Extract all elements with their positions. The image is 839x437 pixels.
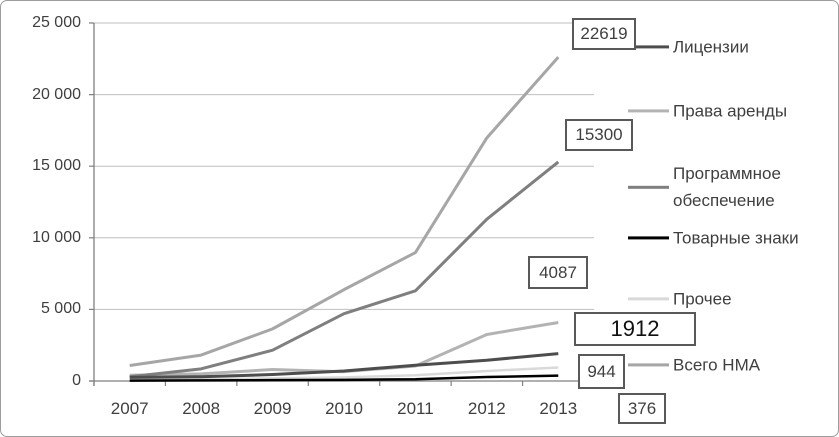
legend-label: Лицензии (673, 37, 749, 57)
x-tick-label: 2010 (325, 399, 363, 418)
legend-item-6: Всего НМА (628, 351, 760, 378)
value-callout-944: 944 (578, 354, 625, 389)
legend-line-swatch (628, 185, 669, 189)
legend-item-2: Права аренды (628, 97, 787, 124)
value-callout-15300: 15300 (565, 119, 633, 151)
x-tick-label: 2012 (467, 399, 506, 418)
legend-item-5: Прочее (628, 285, 732, 312)
legend-line-swatch (628, 109, 669, 113)
legend-item-4: Товарные знаки (628, 224, 799, 251)
value-callout-1912: 1912 (574, 312, 696, 346)
x-tick-label: 2013 (539, 399, 578, 418)
y-tick-label: 25 000 (32, 14, 81, 31)
legend-line-swatch (628, 236, 669, 240)
value-callout-4087: 4087 (528, 256, 588, 289)
series-line-1 (129, 352, 559, 379)
legend-item-3: Программное обеспечение (628, 160, 823, 214)
legend-line-swatch (628, 363, 669, 367)
series-line-6 (129, 56, 560, 368)
x-tick-label: 2008 (182, 399, 221, 418)
y-tick-label: 20 000 (32, 85, 81, 103)
y-tick-label: 10 000 (32, 228, 81, 246)
x-tick-label: 2009 (253, 399, 292, 418)
value-callout-376: 376 (618, 393, 666, 424)
legend-label: Всего НМА (673, 355, 761, 375)
legend-label: Прочее (673, 289, 732, 309)
series-line-3 (129, 160, 560, 379)
series-line-2 (129, 320, 559, 377)
legend-label: Права аренды (673, 101, 788, 121)
y-tick-label: 15 000 (32, 157, 81, 175)
legend-label: Программное обеспечение (673, 163, 781, 210)
legend-item-1: Лицензии (628, 33, 749, 60)
y-tick-label: 5 000 (40, 300, 81, 318)
x-tick-label: 2011 (397, 399, 434, 418)
legend-line-swatch (628, 297, 669, 301)
legend-label: Товарные знаки (673, 228, 799, 248)
legend-line-swatch (628, 45, 669, 49)
y-tick-label: 0 (72, 372, 81, 389)
series-line-4 (129, 374, 559, 382)
value-callout-22619: 22619 (572, 18, 636, 50)
x-tick-label: 2007 (110, 399, 149, 418)
